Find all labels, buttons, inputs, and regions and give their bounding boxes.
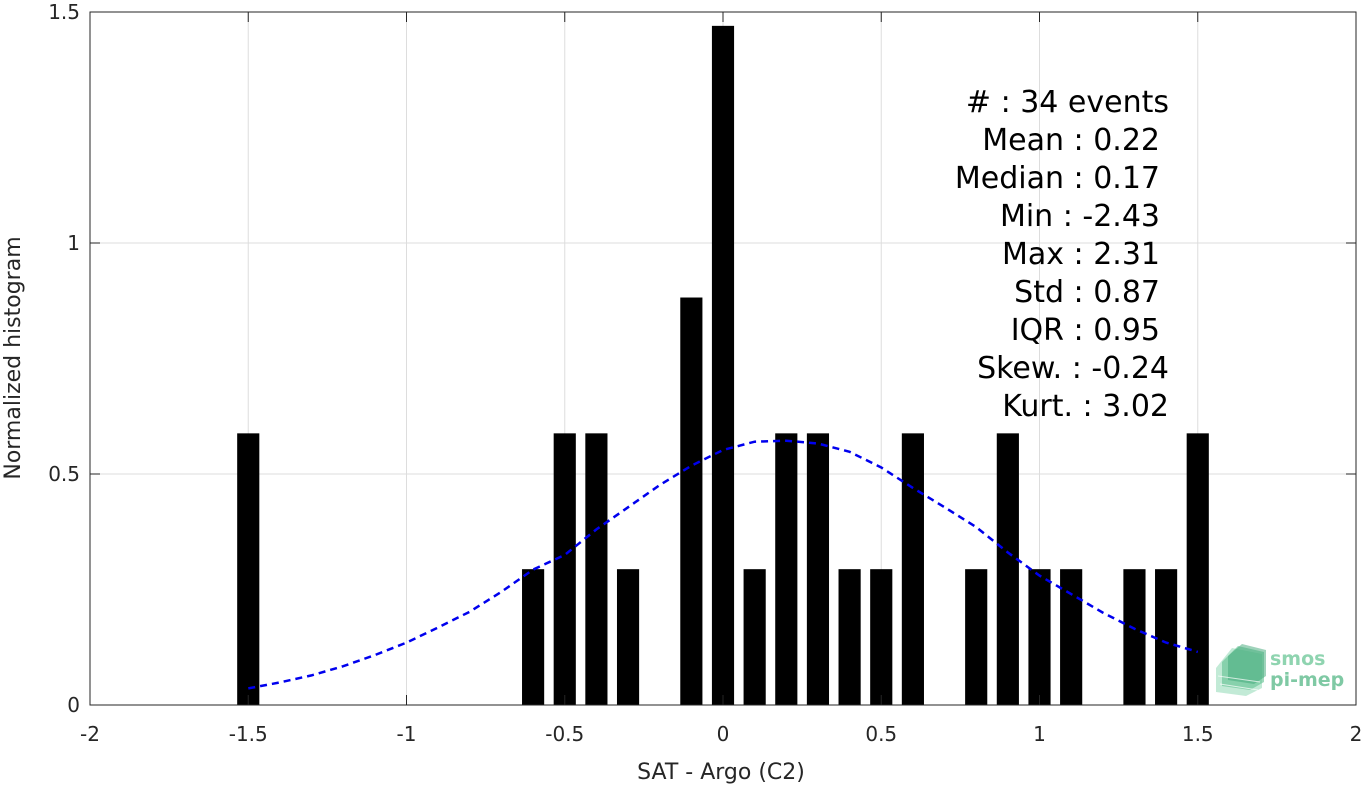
histogram-bar [775,433,798,705]
histogram-bar [585,433,608,705]
logo-text-pi-mep: pi-mep [1270,669,1344,691]
normal-fit-curve [248,439,1199,690]
histogram-bar [1028,569,1051,705]
bars-layer [237,25,1209,706]
x-tick-label: -0.5 [545,722,584,746]
axes-frame [89,11,1357,706]
x-tick-label: 1 [1033,722,1046,746]
y-tick-label: 0.5 [48,462,80,486]
histogram-bar [1123,569,1146,705]
histogram-bar [1186,433,1209,705]
stats-median: Median : 0.17 [955,161,1160,196]
x-tick-label: 1.5 [1182,722,1214,746]
y-tick-label: 1 [67,231,80,255]
histogram-bar [553,433,576,705]
stats-min: Min : -2.43 [1000,199,1160,234]
histogram-bar [743,569,766,705]
stats-iqr: IQR : 0.95 [1011,313,1160,348]
stats-skew: Skew. : -0.24 [977,351,1169,386]
histogram-bar [806,433,830,705]
histogram-bar [1155,569,1178,705]
histogram-bar [237,433,260,705]
logo-text-smos: smos [1270,648,1325,670]
histogram-bar [996,433,1019,705]
x-axis-label: SAT - Argo (C2) [637,760,805,785]
y-tick-label: 1.5 [48,0,80,24]
stats-mean: Mean : 0.22 [982,123,1160,158]
x-tick-label: 2 [1350,722,1363,746]
y-axis-label: Normalized histogram [1,236,26,479]
histogram-bar [522,569,545,705]
logo-mark-icon [1216,644,1266,696]
x-tick-label: 0.5 [865,722,897,746]
histogram-bar [838,569,861,705]
tick-labels: -2 -1.5 -1 -0.5 0 0.5 1 1.5 2 0 0.5 1 1.5 [48,0,1362,746]
smos-pi-mep-logo: smos pi-mep [1216,644,1344,696]
histogram-bar [680,297,703,705]
x-tick-label: -2 [80,722,100,746]
histogram-bar [965,569,988,705]
histogram-bar [870,569,893,705]
y-tick-label: 0 [67,693,80,717]
stats-count: # : 34 events [966,85,1169,120]
stats-max: Max : 2.31 [1002,237,1160,272]
histogram-bar [1060,569,1083,705]
histogram-bar [616,569,640,705]
x-tick-label: 0 [717,722,730,746]
stats-std: Std : 0.87 [1014,275,1160,310]
x-tick-label: -1.5 [229,722,268,746]
stats-kurt: Kurt. : 3.02 [1002,389,1169,424]
histogram-bar [711,25,735,706]
x-tick-label: -1 [397,722,417,746]
histogram-bar [901,433,924,705]
statistics-box: # : 34 events Mean : 0.22 Median : 0.17 … [955,85,1169,424]
